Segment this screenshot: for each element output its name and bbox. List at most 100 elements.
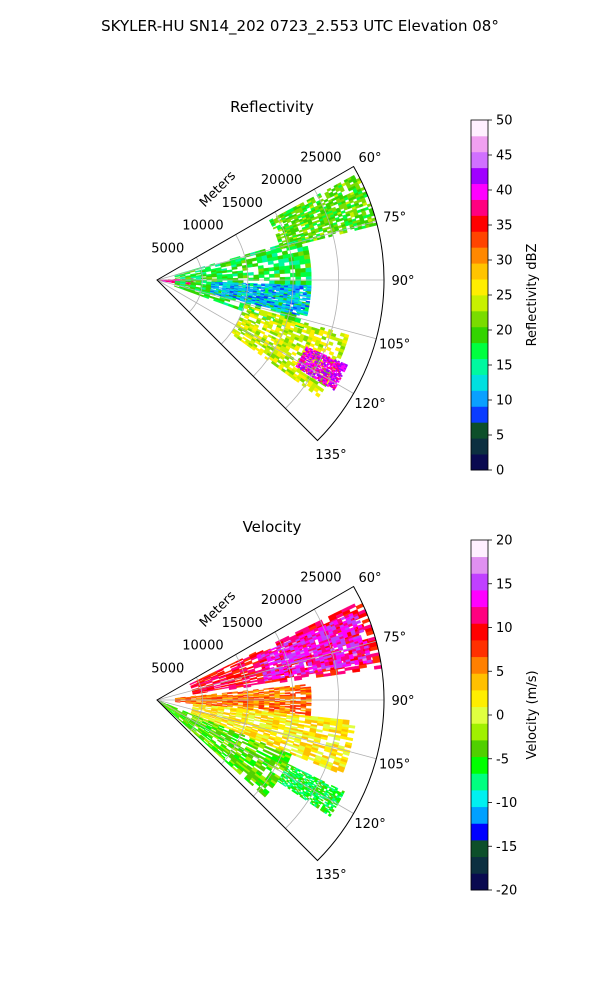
colorbar-segment: [471, 840, 488, 858]
echo-region-3: [268, 174, 378, 250]
polar-grid: [156, 609, 384, 829]
azimuth-tick-label: 75°: [383, 630, 406, 645]
colorbar-segment: [471, 374, 488, 391]
colorbar-segment: [471, 573, 488, 591]
colorbar-tick-label: 15: [496, 577, 513, 592]
panel-reflectivity: Reflectivity500010000150002000025000Mete…: [151, 98, 540, 479]
colorbar-tick-label: 20: [496, 324, 513, 339]
colorbar-segment: [471, 656, 488, 674]
azimuth-tick-label: 105°: [379, 758, 410, 773]
colorbar-segment: [471, 438, 488, 455]
range-tick-label: 15000: [222, 616, 263, 631]
colorbar-segment: [471, 279, 488, 296]
colorbar-tick-label: -10: [496, 796, 517, 811]
colorbar-segment: [471, 590, 488, 608]
azimuth-tick-label: 90°: [391, 274, 414, 289]
colorbar-velocity: -20 -15 -10 -5 0 5 10 15 20 Velocity (m/s): [470, 534, 540, 899]
colorbar-segment: [471, 773, 488, 791]
sector-frame: [156, 585, 385, 862]
colorbar-segment: [471, 247, 488, 264]
range-tick-label: 10000: [182, 639, 223, 654]
panel-title: Velocity: [243, 518, 302, 536]
colorbar-segment: [471, 390, 488, 407]
echo-region-2: [174, 684, 312, 717]
colorbar-segment: [471, 183, 488, 200]
echo-region-2: [209, 281, 312, 317]
colorbar-segment: [471, 690, 488, 708]
colorbar-segment: [471, 406, 488, 423]
range-tick-label: 15000: [222, 196, 263, 211]
echo-region-5: [295, 346, 349, 391]
panel-velocity: Velocity500010000150002000025000Meters60…: [151, 518, 540, 899]
colorbar-segment: [471, 358, 488, 375]
colorbar-tick-label: 5: [496, 665, 504, 680]
range-tick-label: 10000: [182, 219, 223, 234]
azimuth-tick-label: 105°: [379, 338, 410, 353]
colorbar-segment: [471, 199, 488, 216]
colorbar-segment: [471, 640, 488, 658]
colorbar-label: Reflectivity dBZ: [525, 244, 540, 347]
azimuth-tick-label: 60°: [359, 571, 382, 586]
colorbar-segment: [471, 310, 488, 328]
colorbar-reflectivity: 0 5 10 15 20 25 30 35 40 45 50 Reflectivity dBZ: [470, 114, 540, 479]
figure-title: SKYLER-HU SN14_202 0723_2.553 UTC Elevat…: [101, 17, 499, 36]
colorbar-tick-label: 10: [496, 394, 513, 409]
colorbar-tick-label: 40: [496, 184, 513, 199]
range-tick-label: 20000: [261, 173, 302, 188]
colorbar-tick-label: 25: [496, 289, 513, 304]
colorbar-segment: [471, 740, 488, 758]
azimuth-tick-label: 75°: [383, 210, 406, 225]
colorbar-segment: [471, 556, 488, 574]
colorbar-segment: [471, 135, 488, 153]
range-tick-label: 20000: [261, 593, 302, 608]
colorbar-segment: [471, 790, 488, 808]
azimuth-tick-label: 120°: [354, 817, 385, 832]
azimuth-tick-label: 60°: [359, 151, 382, 166]
colorbar-segment: [471, 856, 488, 874]
echo-region-4: [156, 699, 292, 798]
echo-region-1: [173, 237, 312, 329]
colorbar-segment: [471, 706, 488, 724]
azimuth-tick-label: 135°: [315, 868, 346, 883]
sector-frame: [156, 165, 385, 442]
colorbar-segment: [471, 215, 488, 232]
panel-title: Reflectivity: [230, 98, 314, 116]
colorbar-segment: [471, 151, 488, 169]
colorbar-segment: [471, 723, 488, 741]
colorbar-segment: [471, 806, 488, 824]
colorbar-segment: [471, 422, 488, 439]
colorbar-tick-label: 5: [496, 429, 504, 444]
echo-region-1: [256, 612, 372, 682]
colorbar-segment: [471, 540, 488, 558]
colorbar-segment: [471, 295, 488, 312]
colorbar-tick-label: 45: [496, 149, 513, 164]
range-tick-label: 5000: [151, 241, 184, 256]
colorbar-tick-label: 35: [496, 219, 513, 234]
echo-region-3: [190, 703, 356, 773]
colorbar-tick-label: 50: [496, 114, 513, 129]
colorbar-tick-label: 0: [496, 464, 504, 479]
colorbar-tick-label: -15: [496, 840, 517, 855]
colorbar-segment: [471, 326, 488, 344]
range-tick-label: 25000: [300, 571, 341, 586]
colorbar-label: Velocity (m/s): [525, 670, 540, 759]
colorbar-segment: [471, 263, 488, 280]
echo-field: [156, 603, 383, 818]
colorbar-segment: [471, 873, 488, 891]
echo-field: [156, 174, 378, 398]
colorbar-segment: [471, 120, 488, 137]
colorbar-tick-label: 15: [496, 359, 513, 374]
colorbar-segment: [471, 231, 488, 248]
azimuth-tick-label: 90°: [391, 694, 414, 709]
range-tick-label: 25000: [300, 151, 341, 166]
colorbar-segment: [471, 623, 488, 641]
colorbar-segment: [471, 342, 488, 360]
range-tick-label: 5000: [151, 661, 184, 676]
colorbar-tick-label: 20: [496, 534, 513, 549]
colorbar-tick-label: 10: [496, 621, 513, 636]
colorbar-segment: [471, 606, 488, 624]
colorbar-segment: [471, 167, 488, 185]
colorbar-tick-label: -5: [496, 752, 509, 767]
colorbar-tick-label: 0: [496, 709, 504, 724]
